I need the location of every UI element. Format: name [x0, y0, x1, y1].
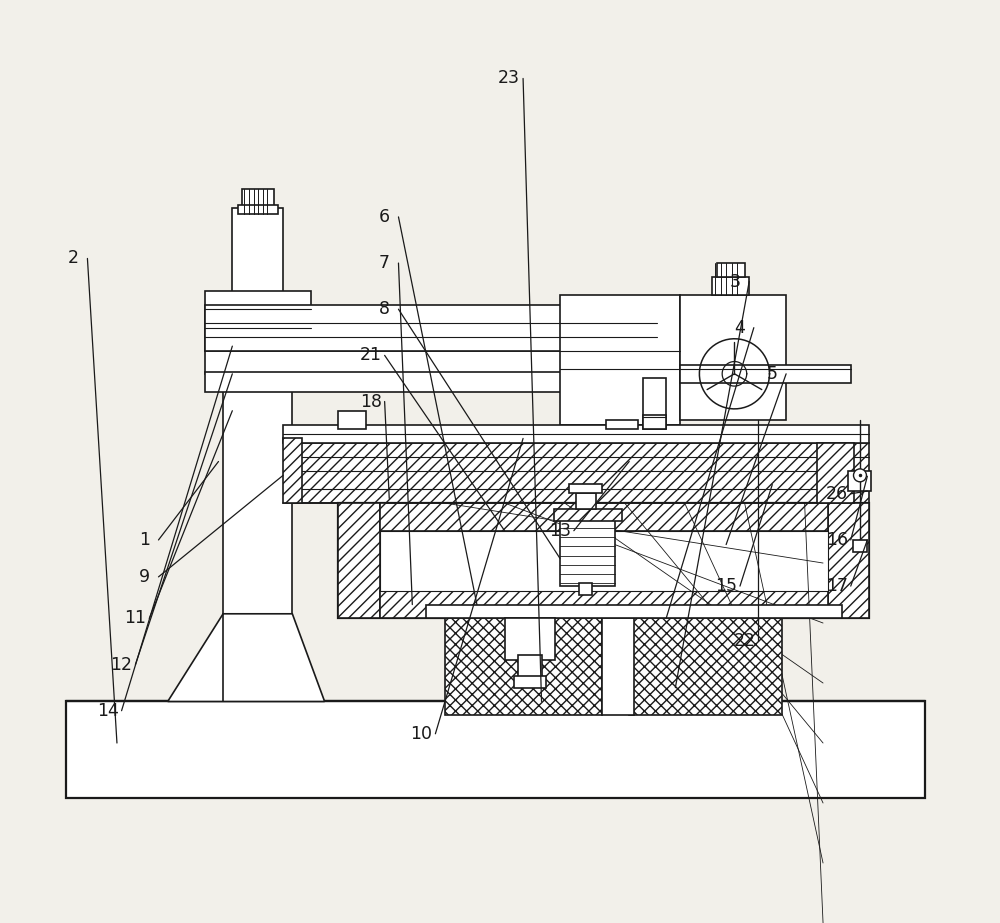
- Polygon shape: [338, 503, 380, 618]
- Text: 26: 26: [826, 485, 848, 503]
- Polygon shape: [338, 411, 366, 429]
- Polygon shape: [223, 295, 292, 701]
- Polygon shape: [680, 365, 851, 383]
- Polygon shape: [205, 351, 657, 374]
- Text: 5: 5: [767, 365, 778, 383]
- Text: 15: 15: [715, 577, 737, 595]
- Polygon shape: [505, 618, 555, 660]
- Text: 9: 9: [139, 568, 150, 586]
- Text: 23: 23: [498, 69, 520, 88]
- Polygon shape: [168, 614, 325, 701]
- Polygon shape: [242, 189, 274, 208]
- Polygon shape: [283, 438, 302, 503]
- Text: 10: 10: [411, 725, 433, 743]
- Text: 18: 18: [360, 392, 382, 411]
- Text: 12: 12: [111, 655, 133, 674]
- Polygon shape: [380, 531, 828, 591]
- Polygon shape: [205, 372, 657, 392]
- Text: 6: 6: [379, 208, 390, 226]
- Polygon shape: [338, 503, 869, 618]
- Polygon shape: [518, 655, 542, 678]
- Polygon shape: [602, 618, 634, 715]
- Polygon shape: [717, 263, 745, 277]
- Polygon shape: [817, 443, 854, 503]
- Polygon shape: [514, 676, 546, 688]
- Text: 8: 8: [379, 300, 390, 318]
- Text: 13: 13: [549, 521, 571, 540]
- Text: 11: 11: [124, 609, 146, 628]
- Polygon shape: [205, 305, 657, 351]
- Text: 2: 2: [68, 249, 79, 268]
- Polygon shape: [380, 591, 828, 618]
- Text: 16: 16: [826, 531, 848, 549]
- Polygon shape: [66, 701, 925, 798]
- Text: 1: 1: [139, 531, 150, 549]
- Polygon shape: [712, 277, 749, 295]
- Polygon shape: [853, 540, 867, 552]
- Polygon shape: [445, 618, 602, 715]
- Polygon shape: [554, 509, 622, 521]
- Polygon shape: [848, 471, 871, 491]
- Polygon shape: [205, 291, 311, 351]
- Polygon shape: [569, 484, 602, 493]
- Polygon shape: [828, 503, 869, 618]
- Text: 22: 22: [734, 632, 756, 651]
- Polygon shape: [560, 295, 680, 425]
- Polygon shape: [238, 205, 278, 214]
- Polygon shape: [579, 583, 592, 595]
- Polygon shape: [426, 605, 842, 618]
- Polygon shape: [232, 208, 283, 295]
- Polygon shape: [283, 443, 869, 503]
- Text: 14: 14: [97, 701, 119, 720]
- Polygon shape: [560, 520, 615, 586]
- Polygon shape: [380, 503, 828, 531]
- Text: 7: 7: [379, 254, 390, 272]
- Polygon shape: [643, 378, 666, 429]
- Text: 3: 3: [730, 272, 741, 291]
- Text: 17: 17: [826, 577, 848, 595]
- Polygon shape: [283, 425, 869, 443]
- Polygon shape: [576, 493, 596, 509]
- Polygon shape: [643, 415, 666, 429]
- Polygon shape: [680, 295, 786, 420]
- Circle shape: [854, 469, 866, 482]
- Polygon shape: [606, 420, 638, 429]
- Text: 4: 4: [735, 318, 745, 337]
- Polygon shape: [629, 618, 782, 715]
- Text: 21: 21: [360, 346, 382, 365]
